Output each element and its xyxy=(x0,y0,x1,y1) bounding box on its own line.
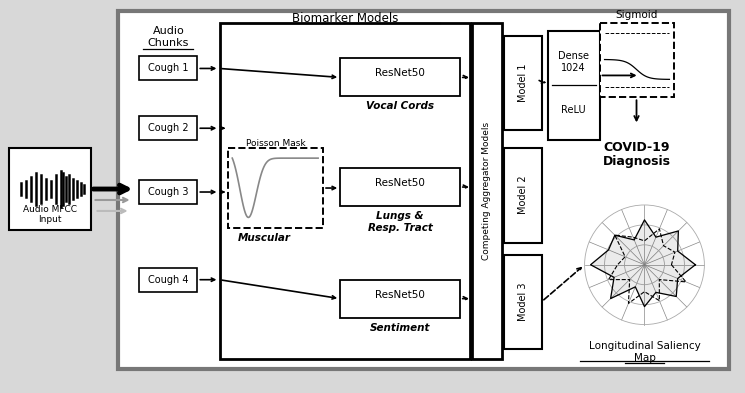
Bar xyxy=(221,23,470,360)
Bar xyxy=(139,180,197,204)
Bar xyxy=(228,148,323,228)
Text: Model 1: Model 1 xyxy=(518,63,527,102)
Bar xyxy=(139,116,197,140)
Text: Muscular: Muscular xyxy=(238,233,291,243)
Text: COVID-19: COVID-19 xyxy=(603,141,670,154)
Polygon shape xyxy=(591,220,695,307)
Text: Input: Input xyxy=(38,215,61,224)
Text: Poisson Mask: Poisson Mask xyxy=(247,139,306,148)
Bar xyxy=(340,280,460,318)
Text: Model 2: Model 2 xyxy=(518,176,527,214)
Text: Sentiment: Sentiment xyxy=(370,323,430,332)
Text: ResNet50: ResNet50 xyxy=(375,290,425,299)
Text: Dense: Dense xyxy=(558,50,589,61)
Text: Chunks: Chunks xyxy=(148,38,189,48)
Text: ResNet50: ResNet50 xyxy=(375,68,425,79)
Text: Biomarker Models: Biomarker Models xyxy=(292,12,399,25)
Bar xyxy=(118,11,729,369)
Text: Competing Aggregator Models: Competing Aggregator Models xyxy=(482,122,491,260)
Text: Cough 4: Cough 4 xyxy=(148,275,188,285)
Text: Vocal Cords: Vocal Cords xyxy=(366,101,434,111)
Text: 1024: 1024 xyxy=(561,63,586,73)
Text: Longitudinal Saliency: Longitudinal Saliency xyxy=(589,342,700,351)
Text: ReLU: ReLU xyxy=(561,105,586,115)
Text: Map: Map xyxy=(633,353,656,364)
Text: Cough 3: Cough 3 xyxy=(148,187,188,197)
Text: Sigmoid: Sigmoid xyxy=(615,10,658,20)
Text: Audio MFCC: Audio MFCC xyxy=(22,206,77,215)
Bar xyxy=(548,31,600,140)
Bar xyxy=(340,59,460,96)
Bar xyxy=(504,148,542,243)
Text: ResNet50: ResNet50 xyxy=(375,178,425,188)
Bar xyxy=(139,57,197,81)
Text: Model 3: Model 3 xyxy=(518,283,527,321)
Bar xyxy=(504,255,542,349)
Text: Audio: Audio xyxy=(153,26,184,36)
Bar xyxy=(600,23,674,97)
Bar xyxy=(504,36,542,130)
Bar xyxy=(9,148,91,230)
Text: Resp. Tract: Resp. Tract xyxy=(367,223,432,233)
Text: Cough 2: Cough 2 xyxy=(148,123,188,133)
Bar xyxy=(139,268,197,292)
Text: Diagnosis: Diagnosis xyxy=(603,154,670,168)
Text: Cough 1: Cough 1 xyxy=(148,63,188,73)
Text: Lungs &: Lungs & xyxy=(376,211,424,221)
Bar xyxy=(340,168,460,206)
Bar xyxy=(472,23,502,360)
